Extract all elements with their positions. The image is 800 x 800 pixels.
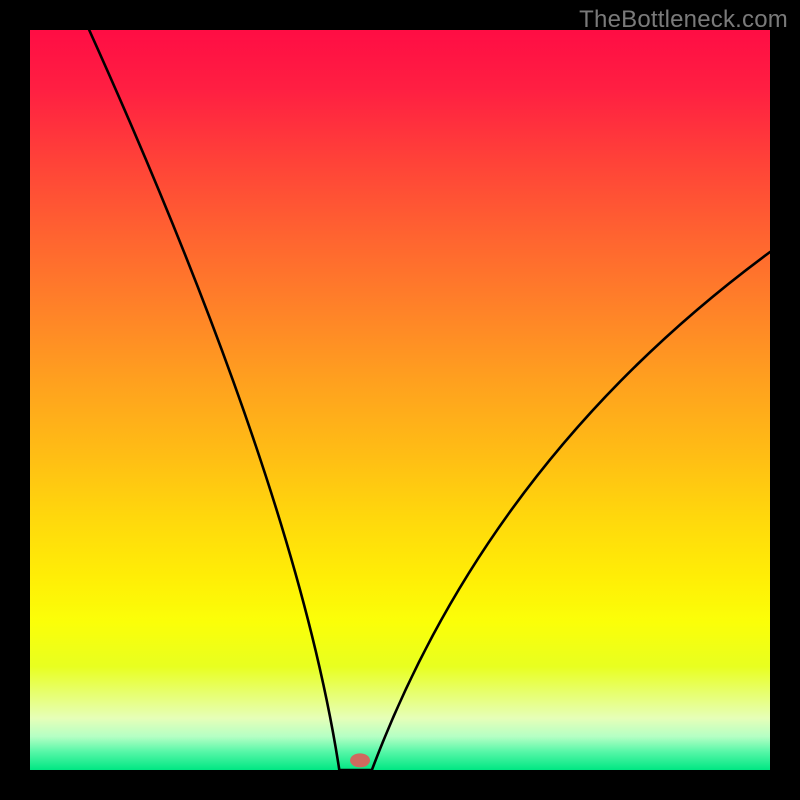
minimum-point-marker: [350, 753, 370, 767]
chart-root: TheBottleneck.com: [0, 0, 800, 800]
watermark-text: TheBottleneck.com: [579, 6, 788, 34]
bottleneck-curve: [89, 30, 770, 770]
curve-layer: [0, 0, 800, 800]
